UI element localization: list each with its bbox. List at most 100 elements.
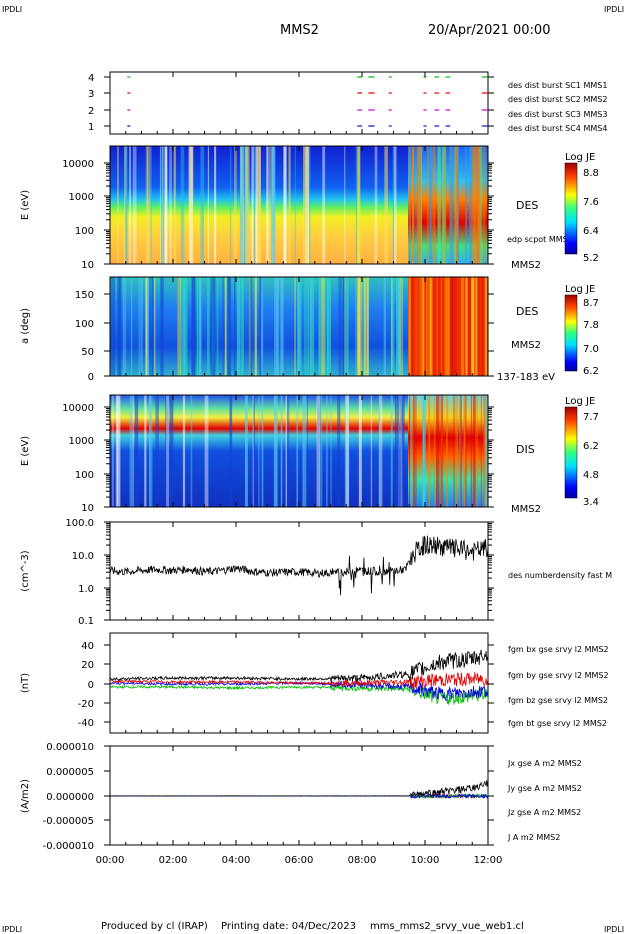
spectrogram-stripe (432, 146, 436, 264)
colorbar-p4: Log JE 7.7 6.2 4.8 3.4 (564, 396, 599, 508)
x-tick-label: 10:00 (411, 855, 440, 866)
spectrogram-stripe (145, 395, 147, 507)
spectrogram-stripe (256, 146, 258, 264)
cb-tick: 6.2 (583, 366, 599, 377)
spectrogram-stripe (409, 146, 412, 264)
jx-label: Jx gse A m2 MMS2 (507, 759, 582, 768)
spectrogram-stripe (357, 277, 361, 376)
spectrogram-stripe (294, 277, 296, 376)
spectrogram-stripe (449, 146, 452, 264)
logo-bottom-right: IPDLI (604, 925, 624, 934)
footer-file: mms_mms2_srvy_vue_web1.cl (370, 921, 524, 932)
spectrogram-stripe (426, 277, 429, 376)
cb-tick: 8.7 (583, 298, 599, 309)
spectrogram-stripe (383, 277, 386, 376)
spectrogram-stripe (116, 395, 121, 507)
spectrogram-stripe (277, 277, 280, 376)
spectrogram-stripe (327, 277, 331, 376)
spectrogram-stripe (241, 146, 244, 264)
spectrogram-stripe (443, 277, 446, 376)
cb-tick: 7.0 (583, 344, 599, 355)
cb-tick: 5.2 (583, 253, 599, 264)
datetime-title: 20/Apr/2021 00:00 (428, 23, 550, 38)
spectrogram-stripe (117, 146, 119, 264)
ylabel-p2: E (eV) (20, 190, 31, 220)
spectrogram-stripe (271, 146, 276, 264)
spectrogram-stripe (251, 146, 254, 264)
spectrogram-stripe (302, 395, 305, 507)
logo-left: IPDLI (2, 5, 22, 14)
spectrogram-stripe (395, 277, 400, 376)
spectrogram-stripe (224, 277, 227, 376)
bx-series-line (109, 672, 489, 690)
cb-tick: 4.8 (583, 470, 599, 481)
spectrogram-stripe (147, 146, 151, 264)
jz-label: Jz gse A m2 MMS2 (507, 808, 581, 817)
spectrogram-stripe (130, 277, 133, 376)
y-tick-label: 100 (75, 470, 94, 481)
spectrogram-stripe (159, 146, 162, 264)
spectrogram-stripe (410, 395, 413, 507)
spectrogram-stripe (455, 146, 459, 264)
spectrogram-stripe (129, 395, 133, 507)
by-label: fgm by gse srvy l2 MMS2 (508, 671, 609, 680)
spectrogram-stripe (160, 146, 165, 264)
x-tick-label: 00:00 (96, 855, 125, 866)
spectrogram-stripe (183, 277, 186, 376)
spectrogram-stripe (441, 395, 443, 507)
spectrogram-stripe (149, 277, 151, 376)
cb-tick: 6.2 (583, 441, 599, 452)
spectrogram-stripe (200, 146, 205, 264)
spectrogram-stripe (254, 277, 257, 376)
spectrogram-stripe (274, 277, 277, 376)
spectrogram-stripe (391, 277, 393, 376)
y-tick-label: 0.000000 (46, 792, 94, 803)
spectrogram-stripe (111, 277, 116, 376)
spectrogram-stripe (366, 277, 370, 376)
spectrogram-stripe (392, 146, 395, 264)
y-tick-label: 1 (88, 122, 94, 133)
spectrogram-stripe (470, 395, 473, 507)
spectrogram-stripe (461, 277, 464, 376)
spectrogram-stripe (420, 277, 423, 376)
spectrogram-stripe (472, 146, 476, 264)
spectrogram-stripe (155, 395, 159, 507)
density-series-label: des numberdensity fast M (508, 571, 612, 580)
spectrogram-stripe (422, 395, 426, 507)
spectrogram-stripe (190, 395, 193, 507)
spectrogram-stripe (249, 277, 253, 376)
des-label-p3: DES (516, 305, 538, 318)
y-tick-label: 50 (81, 347, 94, 358)
y-tick-label: 10000 (62, 403, 94, 414)
dis-energy-panel: DIS MMS2 (109, 394, 541, 515)
spectrogram-stripe (474, 277, 476, 376)
spectrogram-stripe (400, 395, 403, 507)
spectrogram-stripe (399, 277, 404, 376)
spectrogram-stripe (197, 277, 202, 376)
spectrogram-stripe (229, 146, 232, 264)
spectrogram-stripe (322, 146, 326, 264)
spectrogram-stripe (448, 277, 451, 376)
spectrogram-stripe (115, 395, 118, 507)
ylabel-p3: a (deg) (20, 308, 31, 344)
y-tick-label: 100.0 (65, 518, 94, 529)
spectrogram-stripe (245, 146, 248, 264)
spectrogram-stripe (427, 277, 431, 376)
spectrogram-stripe (477, 146, 481, 264)
legend-mms2: des dist burst SC2 MMS2 (508, 95, 607, 104)
spectrogram-stripe (273, 395, 278, 507)
burst-panel: 4 3 2 1 des dist burst SC1 MMS1 des dist bu… (88, 71, 607, 135)
spectrogram-stripe (422, 277, 427, 376)
spectrogram-stripe (463, 395, 466, 507)
spectrogram-stripe (471, 277, 474, 376)
spectrogram-stripe (401, 395, 405, 507)
spectrogram-stripe (370, 395, 373, 507)
spectrogram-stripe (345, 395, 349, 507)
spectrogram-stripe (357, 146, 361, 264)
spectrogram-stripe (437, 146, 441, 264)
spectrogram-stripe (296, 395, 299, 507)
spectrogram-stripe (465, 277, 468, 376)
j-label: J A m2 MMS2 (507, 833, 560, 842)
spectrogram-stripe (416, 146, 419, 264)
spectrogram-stripe (426, 277, 430, 376)
